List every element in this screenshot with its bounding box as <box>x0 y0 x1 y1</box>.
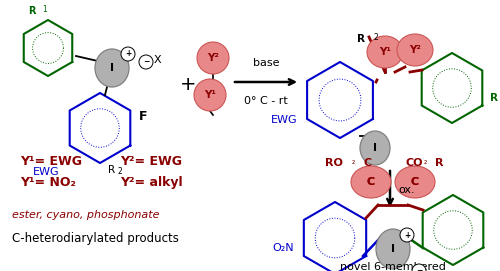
Text: CO: CO <box>405 158 422 168</box>
Text: Y¹= NO₂: Y¹= NO₂ <box>20 176 76 189</box>
Text: Y¹: Y¹ <box>379 47 391 57</box>
Text: ox.: ox. <box>398 185 414 195</box>
Ellipse shape <box>351 166 391 198</box>
Text: base: base <box>253 58 279 68</box>
Text: −: − <box>143 57 149 66</box>
Text: R: R <box>357 34 365 44</box>
Ellipse shape <box>360 131 390 165</box>
Text: −: − <box>416 266 422 271</box>
Polygon shape <box>422 195 484 265</box>
Text: C: C <box>411 177 419 187</box>
Circle shape <box>400 228 414 242</box>
Text: ester, cyano, phosphonate: ester, cyano, phosphonate <box>12 210 160 220</box>
Ellipse shape <box>367 36 403 68</box>
Text: I: I <box>110 63 114 73</box>
Text: EWG: EWG <box>32 167 59 177</box>
Text: ₂: ₂ <box>424 157 426 166</box>
Ellipse shape <box>95 49 129 87</box>
Text: novel 6-membered: novel 6-membered <box>340 262 446 271</box>
Text: +: + <box>180 76 196 95</box>
Ellipse shape <box>395 166 435 198</box>
Circle shape <box>412 264 426 271</box>
Text: ₂: ₂ <box>352 157 354 166</box>
Text: O₂N: O₂N <box>272 243 294 253</box>
Text: C: C <box>367 177 375 187</box>
Text: C: C <box>363 158 371 168</box>
Ellipse shape <box>194 79 226 111</box>
Text: C: C <box>411 177 419 187</box>
Polygon shape <box>24 20 72 76</box>
Polygon shape <box>70 93 130 163</box>
Text: Y²= EWG: Y²= EWG <box>120 155 182 168</box>
Ellipse shape <box>397 34 433 66</box>
Text: R: R <box>28 6 36 16</box>
Text: +: + <box>404 231 410 240</box>
Text: Y²= alkyl: Y²= alkyl <box>120 176 182 189</box>
Text: Y¹= EWG: Y¹= EWG <box>20 155 82 168</box>
Text: X: X <box>154 55 162 65</box>
Circle shape <box>121 47 135 61</box>
Text: F: F <box>139 109 147 122</box>
Text: Y²: Y² <box>409 45 421 55</box>
Text: RO: RO <box>325 158 343 168</box>
Text: C: C <box>367 177 375 187</box>
Polygon shape <box>304 202 366 271</box>
Text: R: R <box>108 165 115 175</box>
Ellipse shape <box>376 229 410 269</box>
Text: 1: 1 <box>42 5 47 14</box>
Text: Y²: Y² <box>207 53 219 63</box>
Ellipse shape <box>197 42 229 74</box>
Text: C-heterodiarylated products: C-heterodiarylated products <box>12 232 179 245</box>
Polygon shape <box>422 53 482 123</box>
Text: 2: 2 <box>118 167 123 176</box>
Text: 0° C - rt: 0° C - rt <box>244 96 288 106</box>
Polygon shape <box>307 62 373 138</box>
Text: 2: 2 <box>373 33 378 42</box>
Text: R: R <box>490 93 498 103</box>
Text: R: R <box>435 158 444 168</box>
Text: +: + <box>125 50 131 59</box>
Circle shape <box>139 55 153 69</box>
Text: I: I <box>391 244 395 254</box>
Text: I: I <box>373 143 377 153</box>
Text: EWG: EWG <box>272 115 298 125</box>
Text: Y¹: Y¹ <box>204 90 216 100</box>
